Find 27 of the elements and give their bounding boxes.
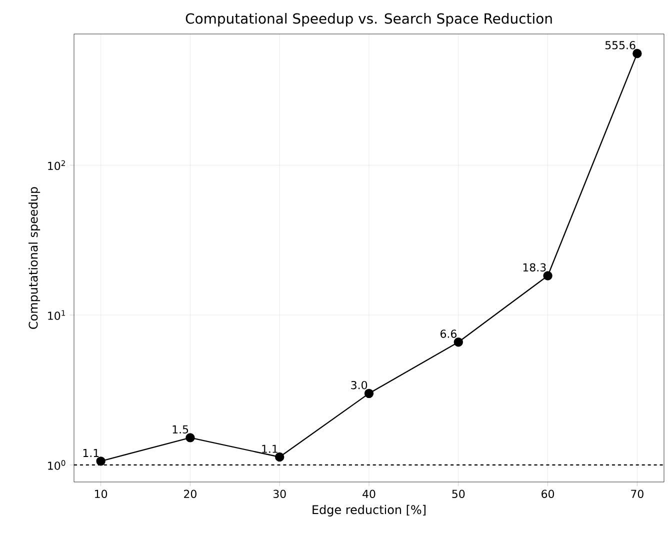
x-tick-label: 40 bbox=[362, 490, 376, 498]
point bbox=[632, 48, 642, 58]
x-tick-label: 20 bbox=[184, 490, 196, 498]
data-label: 6.6 bbox=[440, 330, 457, 338]
data-label: 555.6 bbox=[605, 41, 636, 50]
y-axis-title: Computational speedup bbox=[28, 187, 40, 329]
y-tick-label: 10$^{0}$ bbox=[48, 460, 66, 470]
point bbox=[275, 452, 284, 462]
point bbox=[186, 433, 195, 442]
x-tick-label: 10 bbox=[95, 490, 108, 498]
y-tick-label: 10$^{2}$ bbox=[48, 160, 65, 170]
data-label: 1.5 bbox=[172, 425, 188, 434]
data-label: 18.3 bbox=[523, 263, 546, 272]
y-tick-label: 10$^{1}$ bbox=[48, 310, 66, 320]
x-tick-label: 50 bbox=[452, 490, 465, 498]
data-label: 3.0 bbox=[351, 380, 368, 390]
data-label: 1.1 bbox=[262, 444, 278, 453]
x-tick-label: 60 bbox=[542, 490, 554, 498]
point bbox=[543, 271, 552, 280]
x-tick-label: 30 bbox=[273, 490, 286, 498]
data-label: 1.1 bbox=[83, 448, 99, 457]
chart-title: Computational Speedup vs. Search Space Reduction bbox=[186, 12, 552, 26]
x-tick-label: 70 bbox=[631, 490, 644, 498]
x-axis-title: Edge reduction [%] bbox=[312, 504, 426, 516]
point bbox=[96, 456, 106, 466]
point bbox=[364, 388, 374, 398]
point bbox=[454, 338, 463, 347]
